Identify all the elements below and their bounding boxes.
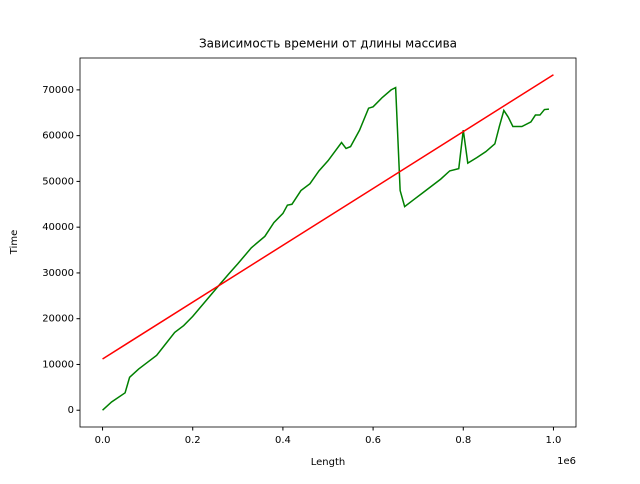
y-tick-label: 50000 [42,176,74,187]
y-tick-label: 30000 [42,268,74,279]
y-tick-label: 0 [68,405,74,416]
x-tick-label: 0.8 [455,435,471,446]
x-axis-label: Length [311,457,346,468]
y-tick-label: 60000 [42,131,74,142]
x-offset-label: 1e6 [557,456,576,467]
x-tick-label: 0.2 [185,435,201,446]
plot-frame [79,57,577,428]
y-tick-label: 20000 [42,314,74,325]
chart-title: Зависимость времени от длины массива [199,37,457,51]
y-axis-label: Time [9,230,20,255]
y-tick-label: 40000 [42,222,74,233]
x-tick-label: 1.0 [546,435,562,446]
x-tick-label: 0.6 [365,435,381,446]
line [102,74,554,360]
y-tick-label: 10000 [42,359,74,370]
y-tick-label: 70000 [42,85,74,96]
x-tick-label: 0.0 [95,435,111,446]
x-tick-label: 0.4 [275,435,291,446]
line [102,86,550,411]
